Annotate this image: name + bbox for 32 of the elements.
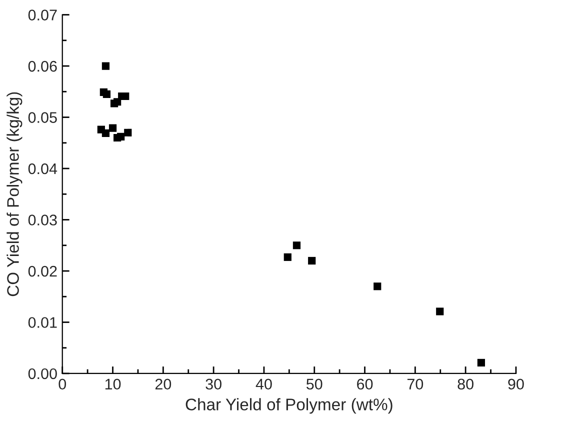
x-tick-label: 10: [105, 378, 121, 390]
y-axis-title: CO Yield of Polymer (kg/kg): [6, 92, 22, 296]
x-tick-label: 20: [155, 378, 172, 390]
x-tick-label: 40: [256, 378, 272, 390]
point: [436, 308, 444, 316]
point: [102, 129, 110, 137]
x-tick-label: 80: [458, 378, 474, 390]
y-tick-label: 0.03: [28, 214, 57, 226]
y-tick-label: 0.02: [28, 266, 57, 277]
point: [102, 62, 110, 70]
x-axis-title: Char Yield of Polymer (wt%): [186, 398, 392, 414]
x-tick-label: 90: [508, 378, 524, 390]
point: [117, 132, 125, 141]
x-tick-label: 0: [58, 378, 66, 390]
point: [284, 253, 292, 261]
y-tick-label: 0.05: [28, 112, 57, 123]
point: [308, 256, 316, 265]
point: [108, 124, 117, 132]
y-tick-label: 0.07: [28, 10, 57, 20]
x-tick-label: 30: [206, 378, 222, 390]
point: [102, 90, 111, 98]
x-tick-label: 70: [407, 378, 424, 390]
point: [374, 282, 382, 290]
x-tick-label: 60: [357, 378, 373, 390]
y-tick-label: 0.01: [28, 317, 57, 328]
y-tick-label: 0.06: [28, 60, 57, 72]
x-tick-label: 50: [306, 378, 322, 390]
point: [292, 242, 301, 250]
point: [124, 128, 132, 136]
y-tick-label: 0.04: [28, 163, 58, 174]
point: [477, 358, 485, 367]
y-tick-label: 0.00: [28, 368, 57, 380]
